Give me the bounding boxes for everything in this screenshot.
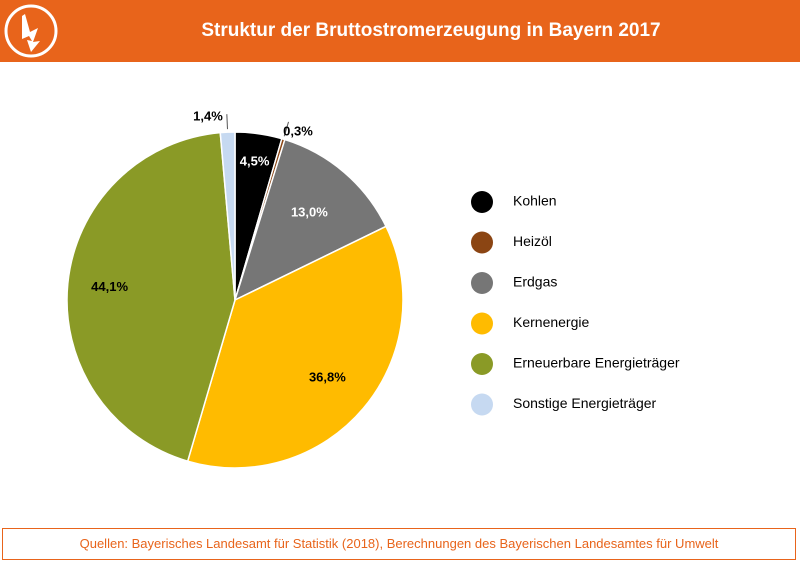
legend-marker xyxy=(471,231,493,254)
pie-slice-4 xyxy=(186,225,404,469)
pie-slice-6 xyxy=(219,131,236,301)
legend-entry: Heizöl xyxy=(513,233,552,249)
legend-marker xyxy=(471,393,493,416)
pie-chart: 4,5% 0,3% 13,0% 36,8% 44,1% 1,4% Kohlen Heizöl… xyxy=(66,108,680,469)
pie-slice-3 xyxy=(233,138,388,302)
legend-marker xyxy=(471,353,493,375)
slice-label: 1,4% xyxy=(193,108,223,123)
legend-marker xyxy=(471,312,493,335)
legend-entry: Erneuerbare Energieträger xyxy=(513,355,680,371)
legend-entry: Kernenergie xyxy=(513,314,589,330)
legend-entry: Sonstige Energieträger xyxy=(513,395,657,411)
source-note: Quellen: Bayerisches Landesamt für Stati… xyxy=(2,528,796,560)
page-title: Struktur der Bruttostromerzeugung in Bay… xyxy=(201,20,661,41)
leader-line xyxy=(283,121,290,137)
header-bar: Struktur der Bruttostromerzeugung in Bay… xyxy=(0,0,800,62)
slice-label: 44,1% xyxy=(91,279,128,294)
legend-entry: Kohlen xyxy=(513,193,557,209)
pie-slice-5 xyxy=(66,131,236,463)
leader-line xyxy=(226,114,228,130)
slice-label: 0,3% xyxy=(283,123,313,138)
lightning-bolt-icon xyxy=(4,4,58,58)
legend-marker xyxy=(471,272,493,294)
slice-label: 36,8% xyxy=(309,369,346,384)
slice-label: 4,5% xyxy=(240,153,270,168)
legend-marker xyxy=(471,191,493,213)
slice-label: 13,0% xyxy=(291,205,328,220)
legend-entry: Erdgas xyxy=(513,274,557,290)
